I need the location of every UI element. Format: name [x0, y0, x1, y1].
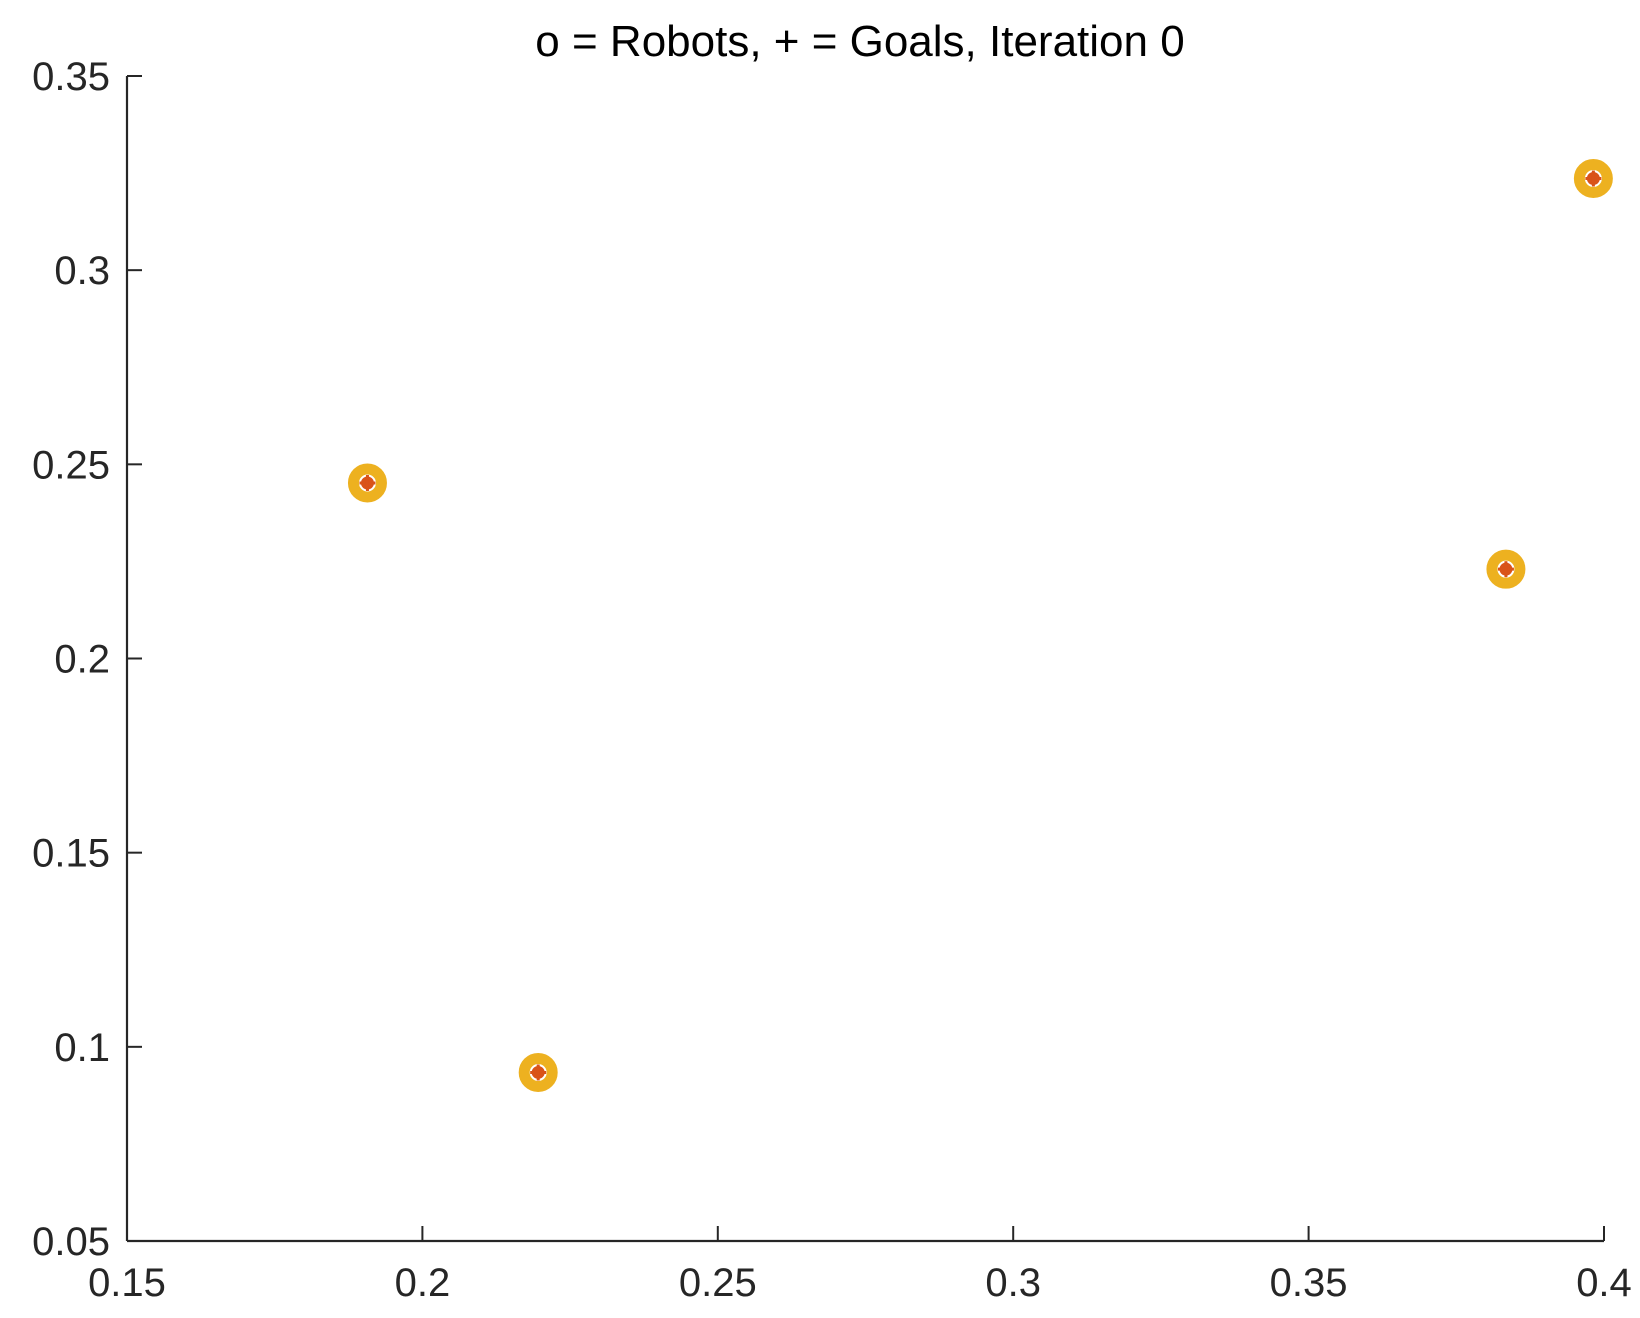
y-tick-label: 0.25 — [32, 443, 110, 487]
x-tick-label: 0.15 — [88, 1261, 166, 1305]
data-points — [347, 159, 1613, 1092]
goal-marker — [359, 474, 376, 491]
robot-marker — [518, 1052, 558, 1092]
y-tick-label: 0.3 — [54, 249, 110, 293]
robot-marker — [347, 463, 387, 503]
goal-marker — [1497, 561, 1514, 578]
x-tick-label: 0.3 — [985, 1261, 1041, 1305]
x-axis-ticks: 0.15 0.2 0.25 0.3 0.35 0.4 — [88, 1226, 1632, 1305]
x-tick-label: 0.2 — [395, 1261, 451, 1305]
robot-marker — [1573, 159, 1613, 199]
y-axis-ticks: 0.05 0.1 0.15 0.2 0.25 0.3 0.35 — [32, 55, 142, 1264]
y-tick-label: 0.05 — [32, 1220, 110, 1264]
y-tick-label: 0.15 — [32, 832, 110, 876]
x-tick-label: 0.25 — [679, 1261, 757, 1305]
robot-marker — [1486, 549, 1526, 589]
y-tick-label: 0.35 — [32, 55, 110, 99]
y-tick-label: 0.1 — [54, 1026, 110, 1070]
x-tick-label: 0.35 — [1270, 1261, 1348, 1305]
x-tick-label: 0.4 — [1576, 1261, 1632, 1305]
chart-title: o = Robots, + = Goals, Iteration 0 — [535, 17, 1184, 66]
goal-marker — [530, 1064, 547, 1081]
goal-marker — [1585, 170, 1602, 187]
axes — [125, 76, 1604, 1243]
y-tick-label: 0.2 — [54, 638, 110, 682]
